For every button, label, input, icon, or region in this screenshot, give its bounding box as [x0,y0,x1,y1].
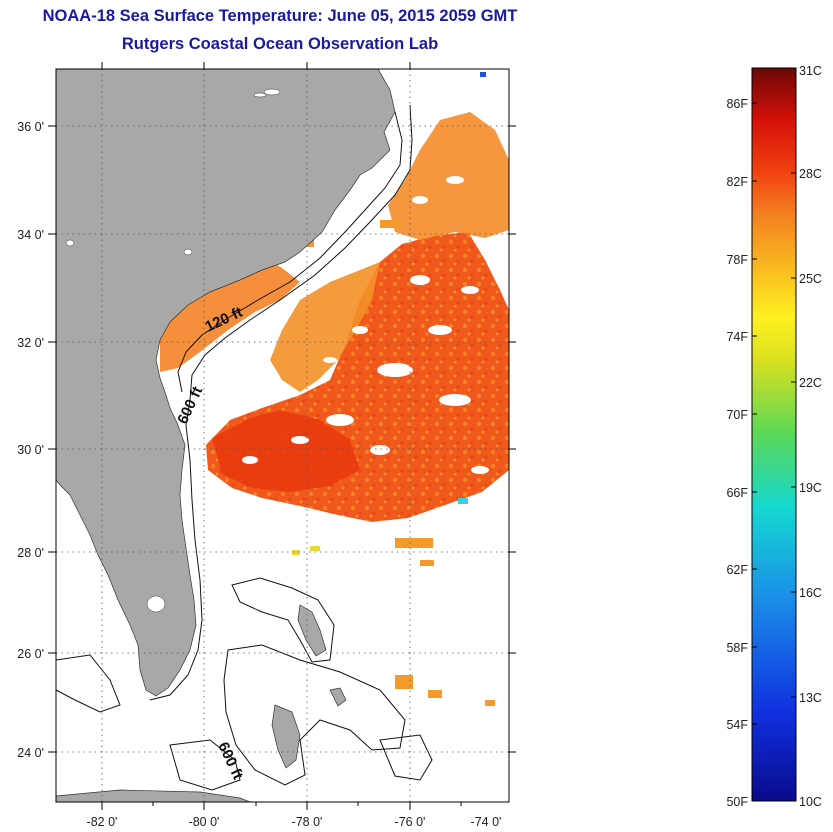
contour-600ft [149,104,413,701]
c-label: 28C [799,167,822,181]
lat-label: 34 0' [17,228,44,242]
lon-label: -74 0' [471,815,502,829]
bahamas-small [329,687,347,707]
contour-bahamas-c [169,739,241,791]
lon-labels: -82 0' -80 0' -78 0' -76 0' -74 0' [87,815,502,829]
sst-data-layer [160,72,509,706]
contour-120ft [177,111,403,393]
f-label: 54F [726,718,748,732]
colorbar-ticks [752,102,796,725]
map-title: NOAA-18 Sea Surface Temperature: June 05… [42,7,518,25]
f-label: 78F [726,253,748,267]
c-label: 22C [799,376,822,390]
frame-ticks [48,62,516,810]
sst-patch-east [388,112,509,240]
map-subtitle: Rutgers Coastal Ocean Observation Lab [121,35,439,53]
f-label: 86F [726,97,748,111]
f-label: 50F [726,795,748,809]
sst-patch-north [160,258,300,372]
lat-labels: 36 0' 34 0' 32 0' 30 0' 28 0' 26 0' 24 0… [17,120,44,760]
depth-contours [56,104,433,791]
lat-label: 26 0' [17,647,44,661]
colorbar-f-labels: 86F 82F 78F 74F 70F 66F 62F 58F 54F 50F [726,97,748,809]
c-label: 13C [799,691,822,705]
lat-label: 24 0' [17,746,44,760]
lon-label: -82 0' [87,815,118,829]
f-label: 66F [726,486,748,500]
land-layer [56,69,396,802]
c-label: 16C [799,586,822,600]
f-label: 62F [726,563,748,577]
colorbar-c-labels: 31C 28C 25C 22C 19C 16C 13C 10C [799,64,822,809]
lat-label: 32 0' [17,336,44,350]
lon-label: -78 0' [292,815,323,829]
sst-patch-red [212,410,360,492]
colorbar-gradient [751,67,797,802]
lat-label: 30 0' [17,443,44,457]
contour-bahamas-e [379,734,433,781]
us-mainland [56,69,396,697]
contour-bahamas-b [223,644,406,786]
f-label: 82F [726,175,748,189]
contour-bahamas-d [56,654,121,713]
cuba [56,789,251,802]
lon-label: -76 0' [395,815,426,829]
f-label: 70F [726,408,748,422]
inland-water [65,88,281,613]
f-label: 74F [726,330,748,344]
cloud-gaps [242,176,489,474]
f-label: 58F [726,641,748,655]
contour-bahamas-a [231,577,335,663]
c-label: 25C [799,272,822,286]
map-frame [55,68,510,803]
c-label: 19C [799,481,822,495]
graticule [56,69,509,802]
lat-label: 36 0' [17,120,44,134]
sst-patch-mid [270,262,380,392]
c-label: 10C [799,795,822,809]
lat-label: 28 0' [17,546,44,560]
lon-label: -80 0' [189,815,220,829]
c-label: 31C [799,64,822,78]
